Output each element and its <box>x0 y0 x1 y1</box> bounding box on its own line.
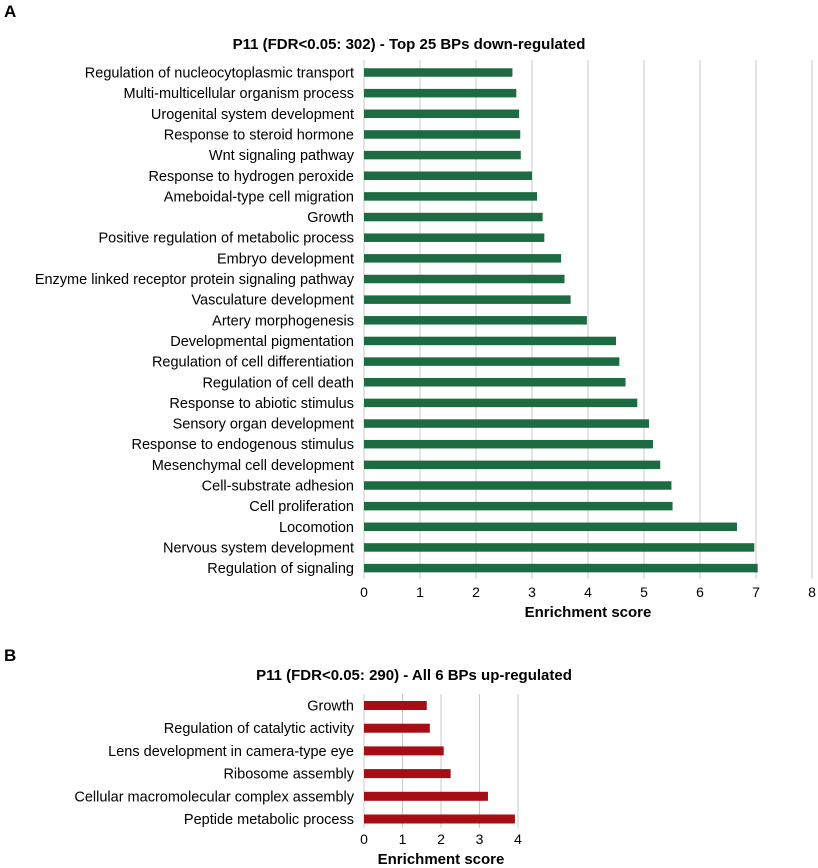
chart-a-bar <box>364 419 650 428</box>
chart-a-bar <box>364 150 521 160</box>
chart-a-category-label: Developmental pigmentation <box>170 334 354 350</box>
chart-a-category-label: Regulation of signaling <box>207 561 354 577</box>
chart-a-bar <box>364 212 543 222</box>
chart-a-category-label: Embryo development <box>217 251 354 267</box>
chart-a-category-label: Wnt signaling pathway <box>209 148 355 164</box>
chart-a-category-label: Growth <box>307 210 354 226</box>
chart-a-bar <box>364 501 673 511</box>
chart-a-category-label: Multi-multicellular organism process <box>124 86 354 102</box>
chart-a-bar <box>364 522 737 532</box>
chart-a-bar <box>364 130 521 139</box>
chart-b-tick-label: 4 <box>514 831 522 847</box>
chart-a-bar <box>364 274 565 284</box>
chart-a-category-label: Regulation of nucleocytoplasmic transpor… <box>85 66 354 82</box>
chart-a-category-label: Response to hydrogen peroxide <box>148 169 354 185</box>
chart-b-tick-label: 2 <box>437 831 445 847</box>
chart-a-tick-label: 7 <box>752 584 760 600</box>
chart-a-category-label: Vasculature development <box>191 293 354 309</box>
chart-a-category-label: Regulation of cell death <box>202 375 354 391</box>
chart-a-category-label: Positive regulation of metabolic process <box>99 231 355 247</box>
chart-a-category-label: Cell-substrate adhesion <box>202 479 354 495</box>
chart-a-bar <box>364 398 638 408</box>
chart-a-category-label: Enzyme linked receptor protein signaling… <box>35 272 355 288</box>
chart-a-bar <box>364 192 538 201</box>
panel-label-b: B <box>4 646 17 665</box>
chart-a-bar <box>364 68 513 77</box>
chart-b-category-label: Lens development in camera-type eye <box>108 744 354 760</box>
chart-a-bar <box>364 481 672 490</box>
chart-a-bar <box>364 295 571 304</box>
chart-a-category-label: Nervous system development <box>163 540 354 556</box>
chart-b-bar <box>364 791 488 801</box>
chart-b-bar <box>364 701 427 710</box>
chart-a-bar <box>364 336 616 346</box>
chart-a-category-label: Regulation of cell differentiation <box>152 355 354 371</box>
chart-a-tick-label: 5 <box>640 584 648 600</box>
chart-a-bar <box>364 233 545 242</box>
chart-a-bar <box>364 171 532 180</box>
chart-b-tick-label: 0 <box>360 831 368 847</box>
chart-a-tick-label: 3 <box>528 584 536 600</box>
chart-a-x-axis-title: Enrichment score <box>525 604 652 621</box>
chart-b-tick-label: 3 <box>476 831 484 847</box>
chart-b-bar <box>364 814 515 824</box>
chart-a-tick-label: 0 <box>360 584 368 600</box>
chart-a-category-label: Locomotion <box>279 520 354 536</box>
chart-a: P11 (FDR<0.05: 302) - Top 25 BPs down-re… <box>35 36 816 621</box>
chart-b-category-label: Peptide metabolic process <box>184 812 354 828</box>
chart-a-bar <box>364 357 620 366</box>
chart-a-bar <box>364 460 661 470</box>
chart-a-bar <box>364 88 517 98</box>
chart-a-category-label: Artery morphogenesis <box>212 313 354 329</box>
chart-b-category-label: Ribosome assembly <box>223 767 354 783</box>
chart-a-bar <box>364 439 653 449</box>
chart-a-bar <box>364 254 562 263</box>
chart-b-bar <box>364 769 451 779</box>
chart-b-category-label: Growth <box>307 699 354 715</box>
chart-a-bar <box>364 563 758 573</box>
panel-label-a: A <box>4 2 17 21</box>
chart-a-category-label: Urogenital system development <box>151 107 354 123</box>
chart-b-bar <box>364 723 430 733</box>
chart-a-tick-label: 1 <box>416 584 424 600</box>
chart-b: P11 (FDR<0.05: 290) - All 6 BPs up-regul… <box>74 667 572 868</box>
chart-a-tick-label: 2 <box>472 584 480 600</box>
chart-a-bar <box>364 316 587 325</box>
chart-b-category-label: Cellular macromolecular complex assembly <box>74 789 354 805</box>
chart-a-bar <box>364 543 755 552</box>
chart-a-title: P11 (FDR<0.05: 302) - Top 25 BPs down-re… <box>233 36 586 53</box>
chart-a-category-label: Response to steroid hormone <box>164 127 354 143</box>
chart-a-category-label: Mesenchymal cell development <box>152 458 354 474</box>
chart-a-tick-label: 6 <box>696 584 704 600</box>
chart-b-bar <box>364 746 444 756</box>
chart-a-category-label: Response to abiotic stimulus <box>169 396 354 412</box>
chart-a-tick-label: 8 <box>808 584 816 600</box>
chart-a-bar <box>364 109 520 119</box>
chart-a-tick-label: 4 <box>584 584 592 600</box>
chart-a-category-label: Sensory organ development <box>173 417 354 433</box>
chart-a-category-label: Ameboidal-type cell migration <box>164 189 354 205</box>
chart-a-category-label: Cell proliferation <box>249 499 354 515</box>
chart-a-category-label: Response to endogenous stimulus <box>132 437 354 453</box>
chart-a-bar <box>364 378 626 387</box>
chart-b-x-axis-title: Enrichment score <box>378 851 505 868</box>
chart-b-tick-label: 1 <box>399 831 407 847</box>
chart-b-category-label: Regulation of catalytic activity <box>164 721 355 737</box>
chart-b-title: P11 (FDR<0.05: 290) - All 6 BPs up-regul… <box>256 667 572 684</box>
